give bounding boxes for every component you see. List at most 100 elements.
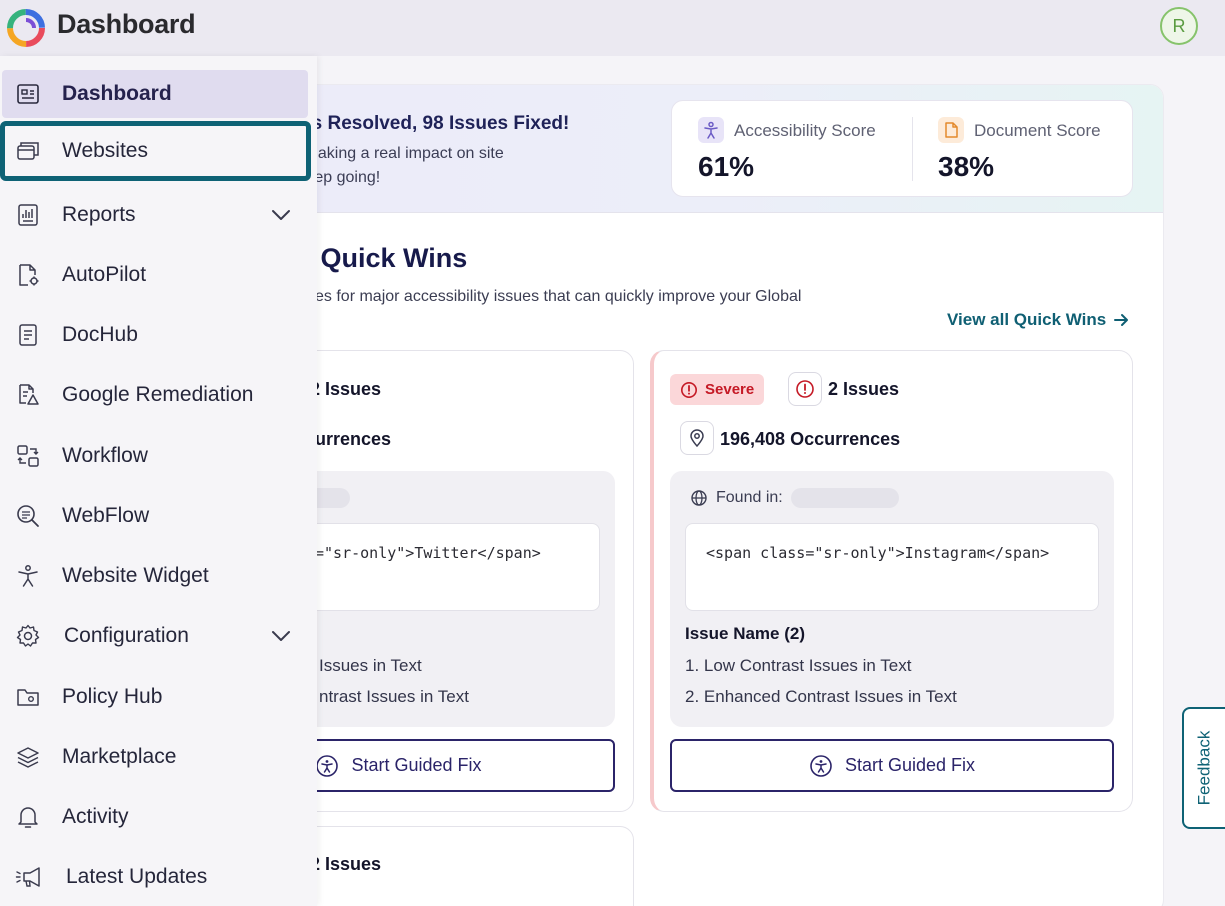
gear-icon [16, 624, 40, 647]
score-card: Accessibility Score 61% Document Score 3… [671, 100, 1133, 197]
issues-icon-box [788, 372, 822, 406]
sidebar-item-label: WebFlow [62, 504, 150, 527]
folder-gear-icon [17, 689, 39, 706]
sidebar-item-workflow[interactable]: Workflow [0, 426, 317, 486]
view-all-quick-wins-link[interactable]: View all Quick Wins [947, 310, 1130, 330]
sidebar: Dashboard Websites Reports AutoPilot [0, 56, 317, 906]
quick-wins-title: ul Quick Wins [289, 243, 468, 273]
sidebar-item-policy-hub[interactable]: Policy Hub [0, 667, 317, 727]
sidebar-item-webflow[interactable]: WebFlow [0, 486, 317, 546]
accessibility-score-value: 61% [698, 151, 755, 182]
accessibility-person-icon [810, 754, 832, 777]
sidebar-item-autopilot[interactable]: AutoPilot [0, 245, 317, 305]
layers-icon [17, 747, 39, 768]
main-content: Wins Resolved, 98 Issues Fixed! are maki… [0, 56, 1225, 906]
sidebar-item-label: Websites [62, 139, 148, 162]
code-snippet: <span class="sr-only">Instagram</span> [685, 523, 1099, 611]
chevron-down-icon [272, 631, 290, 641]
autopilot-icon [19, 264, 39, 286]
sidebar-item-label: Website Widget [62, 564, 209, 587]
found-in-url-redacted [790, 488, 899, 508]
start-guided-fix-button[interactable]: Start Guided Fix [670, 739, 1114, 792]
accessibility-person-icon [18, 565, 38, 587]
user-avatar[interactable]: R [1160, 7, 1198, 45]
sidebar-item-label: AutoPilot [62, 263, 147, 286]
issue-item: 2. Enhanced Contrast Issues in Text [685, 687, 957, 706]
occurrences-icon-box [680, 421, 714, 455]
alert-circle-icon [680, 381, 698, 398]
feedback-label: Feedback [1194, 730, 1214, 806]
sidebar-item-label: Policy Hub [62, 685, 163, 708]
dashboard-icon [17, 84, 39, 104]
sidebar-item-dochub[interactable]: DocHub [0, 305, 317, 365]
location-pin-icon [690, 429, 704, 448]
document-score-value: 38% [938, 151, 995, 182]
issue-item: Issues in Text [319, 656, 422, 675]
accessibility-score-label: Accessibility Score [734, 121, 876, 140]
sidebar-item-configuration[interactable]: Configuration [0, 606, 317, 666]
app-logo [7, 9, 45, 47]
quick-wins-description: fixes for major accessibility issues tha… [299, 288, 802, 305]
sidebar-item-label: Dashboard [62, 82, 172, 105]
megaphone-icon [15, 867, 40, 887]
sidebar-item-dashboard[interactable]: Dashboard [2, 70, 308, 118]
sidebar-item-label: Reports [62, 203, 136, 226]
sidebar-item-website-widget[interactable]: Website Widget [0, 546, 317, 606]
banner-subtext: are making a real impact on site e. Keep… [277, 142, 567, 190]
chevron-down-icon [272, 210, 290, 220]
view-all-label: View all Quick Wins [947, 310, 1107, 329]
globe-icon [691, 490, 707, 506]
reports-icon [18, 204, 38, 226]
sidebar-item-google-remediation[interactable]: Google Remediation [0, 365, 317, 425]
dashboard-panel: Wins Resolved, 98 Issues Fixed! are maki… [180, 84, 1164, 906]
quick-win-card: Severe 2 Issues 196,408 Occurrences [650, 350, 1133, 812]
severity-badge: Severe [670, 374, 765, 405]
start-guided-fix-label: Start Guided Fix [351, 755, 482, 775]
severity-label: Severe [705, 381, 755, 398]
feedback-tab[interactable]: Feedback [1182, 707, 1225, 829]
dochub-icon [19, 324, 37, 346]
alert-circle-icon [796, 380, 814, 398]
webflow-icon [17, 505, 39, 527]
banner-headline: Wins Resolved, 98 Issues Fixed! [277, 113, 570, 134]
sidebar-item-latest-updates[interactable]: Latest Updates [0, 847, 317, 906]
document-score-label: Document Score [974, 121, 1101, 140]
issue-item: ntrast Issues in Text [319, 687, 469, 706]
issue-item: 1. Low Contrast Issues in Text [685, 656, 912, 675]
bell-icon [18, 807, 38, 828]
sidebar-item-reports[interactable]: Reports [0, 185, 317, 245]
banner-subtext-line1: are making a real impact on site [277, 145, 504, 162]
banner-subtext-line2: e. Keep going! [277, 169, 381, 186]
progress-banner: Wins Resolved, 98 Issues Fixed! are maki… [181, 85, 1163, 213]
found-in-row: Found in: [690, 488, 899, 508]
google-remediation-icon [19, 384, 39, 405]
code-snippet-text: <span class="sr-only">Instagram</span> [706, 544, 1050, 562]
issues-count: 2 Issues [310, 854, 382, 874]
websites-icon [17, 142, 39, 160]
arrow-right-icon [1114, 314, 1129, 326]
sidebar-item-websites[interactable]: Websites [0, 121, 311, 181]
sidebar-item-label: Workflow [62, 444, 148, 467]
accessibility-person-icon [316, 754, 339, 777]
workflow-icon [17, 445, 39, 467]
app-title: Dashboard [57, 9, 196, 39]
occurrences-count: currences [305, 429, 392, 449]
code-snippet-text: ="sr-only">Twitter</span> [315, 544, 541, 562]
occurrences-count: 196,408 Occurrences [720, 429, 901, 449]
sidebar-item-marketplace[interactable]: Marketplace [0, 727, 317, 787]
sidebar-item-label: DocHub [62, 323, 138, 346]
issues-count: 2 Issues [828, 379, 900, 399]
sidebar-item-label: Configuration [64, 624, 189, 647]
document-score-icon [938, 117, 964, 143]
sidebar-item-activity[interactable]: Activity [0, 787, 317, 847]
issue-name-heading: Issue Name (2) [685, 624, 805, 643]
found-in-label: Found in: [716, 489, 783, 506]
issues-count: 2 Issues [310, 379, 382, 399]
start-guided-fix-label: Start Guided Fix [844, 755, 976, 775]
accessibility-score-icon [698, 117, 724, 143]
sidebar-item-label: Latest Updates [66, 865, 208, 888]
score-divider [912, 117, 913, 181]
sidebar-item-label: Activity [62, 805, 129, 828]
top-bar: Dashboard R [0, 0, 1225, 56]
sidebar-item-label: Marketplace [62, 745, 177, 768]
